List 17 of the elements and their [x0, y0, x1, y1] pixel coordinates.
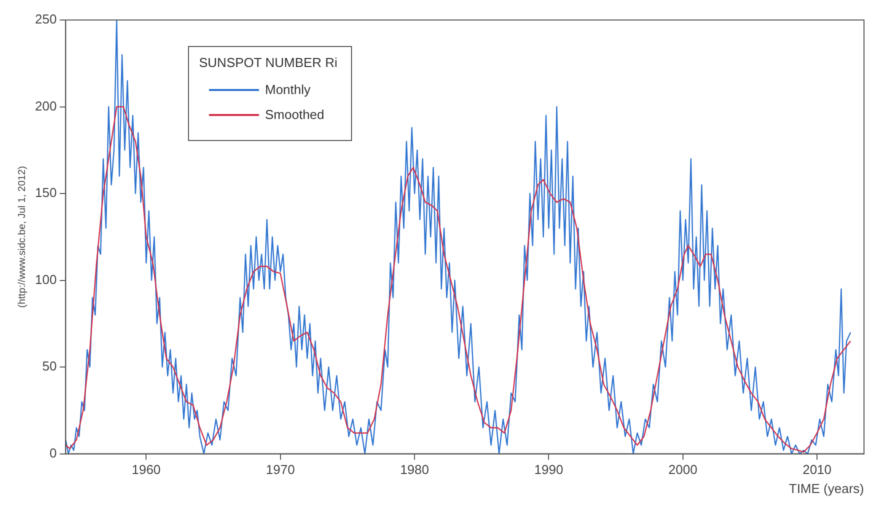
x-axis-title: TIME (years) — [788, 480, 864, 496]
legend-label: Monthly — [265, 82, 311, 97]
y-tick-label: 0 — [49, 445, 57, 460]
y-tick-label: 50 — [42, 358, 57, 374]
x-tick-label: 1960 — [132, 462, 161, 478]
x-tick-label: 1980 — [400, 462, 429, 478]
legend-label: Smoothed — [265, 107, 324, 122]
y-tick-label: 250 — [34, 12, 57, 27]
y-tick-label: 100 — [34, 272, 57, 287]
y-tick-label: 150 — [34, 185, 57, 200]
x-tick-label: 1970 — [266, 462, 295, 478]
y-axis-title: (http://www.sidc.be, Jul 1, 2012) — [16, 166, 28, 308]
x-tick-label: 2010 — [802, 462, 832, 478]
x-tick-label: 2000 — [668, 462, 698, 478]
x-tick-label: 1990 — [534, 462, 564, 478]
legend-title: SUNSPOT NUMBER Ri — [199, 55, 338, 70]
y-tick-label: 200 — [34, 98, 57, 114]
